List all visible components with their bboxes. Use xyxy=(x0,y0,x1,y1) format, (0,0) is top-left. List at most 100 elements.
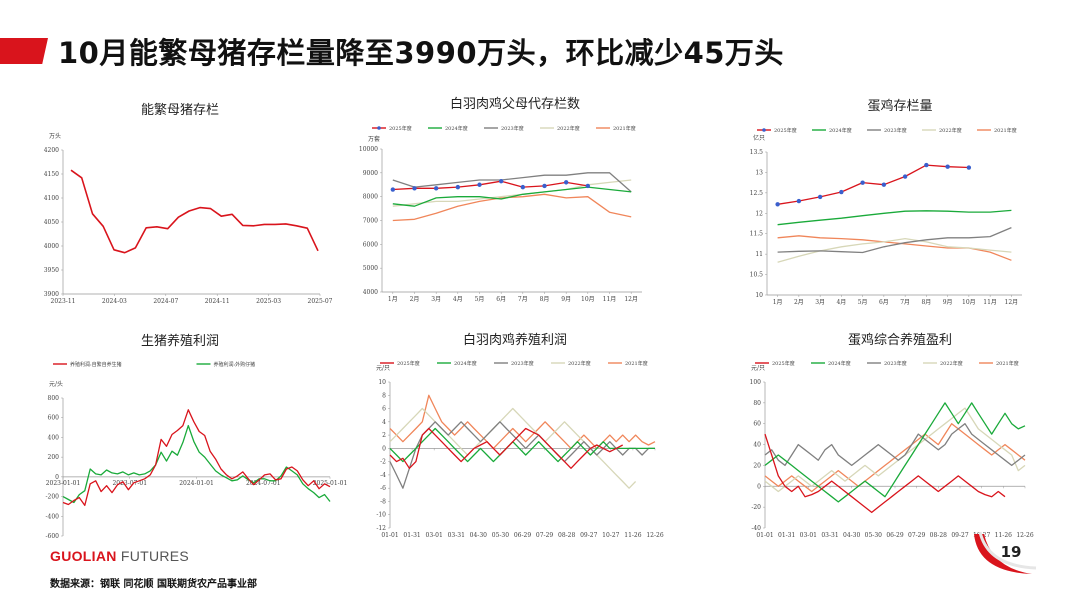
title-accent-bar xyxy=(0,38,48,64)
data-point xyxy=(966,165,972,170)
x-tick-label: 05-30 xyxy=(492,532,509,539)
legend-label: 2021年度 xyxy=(613,125,636,132)
y-tick-label: -200 xyxy=(46,494,60,501)
series-line xyxy=(389,394,656,450)
y-tick-label: -4 xyxy=(380,472,386,479)
x-tick-label: 3月 xyxy=(431,296,441,303)
company-logo: GUOLIAN FUTURES xyxy=(50,548,189,564)
y-tick-label: 20 xyxy=(753,462,761,469)
data-point xyxy=(477,182,482,187)
chart-broiler-profit: 白羽肉鸡养殖利润 元/只 -12 -10 -8 -6 -4 -2 0 2 4 6 8 10 01-01 01-… xyxy=(350,328,680,543)
x-tick-label: 01-31 xyxy=(778,532,795,539)
x-tick-label: 11月 xyxy=(603,296,617,303)
x-tick-label: 2023-07-01 xyxy=(112,480,147,487)
legend-label: 2021年度 xyxy=(996,360,1019,367)
data-point xyxy=(817,194,823,200)
y-tick-label: 4050 xyxy=(44,219,59,226)
series-line xyxy=(764,407,1026,493)
y-tick-label: 8 xyxy=(382,392,386,399)
y-tick-label: 3900 xyxy=(44,291,59,298)
data-point xyxy=(902,174,908,179)
x-tick-label: 4月 xyxy=(836,299,846,306)
x-tick-label: 4月 xyxy=(453,296,463,303)
x-tick-label: 08-28 xyxy=(558,532,575,539)
chart-layer-inventory: 蛋鸡存栏量 亿只 10 10.5 11 11.5 12 12.5 13 13.5 1月 2月 3月 4月 5… xyxy=(735,92,1065,312)
chart-hog-profit: 生猪养殖利润 元/头 -600 -400 -200 0 200 400 600 800 2023-0… xyxy=(20,328,348,543)
x-tick-label: 12月 xyxy=(1005,299,1019,306)
legend-label: 2025年度 xyxy=(772,360,795,367)
x-tick-label: 01-01 xyxy=(381,532,398,539)
y-tick-label: 60 xyxy=(753,421,761,428)
x-tick-label: 11月 xyxy=(983,299,997,306)
y-tick-label: 6 xyxy=(382,406,386,413)
y-tick-label: 4000 xyxy=(44,243,59,250)
x-tick-label: 03-01 xyxy=(426,532,443,539)
legend-label: 2021年度 xyxy=(994,127,1017,134)
x-tick-label: 3月 xyxy=(815,299,825,306)
series-line xyxy=(764,423,1026,467)
x-tick-label: 2月 xyxy=(410,296,420,303)
y-axis-unit: 元/只 xyxy=(376,365,390,372)
chart-layer-profit: 蛋鸡综合养殖盈利 元/只 -40 -20 0 20 40 60 80 100 01-01 01-31 0… xyxy=(735,328,1065,543)
x-tick-label: 1月 xyxy=(388,296,398,303)
legend-label: 2025年度 xyxy=(774,127,797,134)
x-tick-label: 07-29 xyxy=(908,532,925,539)
data-point xyxy=(839,189,844,195)
series-line xyxy=(389,421,655,489)
x-tick-label: 6月 xyxy=(496,296,506,303)
y-axis-unit: 万套 xyxy=(368,135,380,143)
x-tick-label: 9月 xyxy=(943,299,953,306)
y-tick-label: 40 xyxy=(753,442,761,449)
logo-suffix: FUTURES xyxy=(120,548,190,564)
y-tick-label: -12 xyxy=(376,525,386,532)
data-source-note: 数据来源：钢联 同花顺 国联期货农产品事业部 xyxy=(50,579,257,590)
legend-label: 2022年度 xyxy=(939,127,962,134)
legend-label: 2023年度 xyxy=(884,127,907,134)
y-tick-label: 0 xyxy=(382,445,386,452)
x-tick-label: 07-29 xyxy=(536,532,553,539)
data-point xyxy=(563,180,569,185)
legend-label: 2024年度 xyxy=(828,360,851,367)
legend-label: 2024年度 xyxy=(829,127,852,134)
legend-label: 2022年度 xyxy=(557,125,580,132)
x-tick-label: 06-29 xyxy=(886,532,903,539)
chart-title: 能繁母猪存栏 xyxy=(141,102,219,118)
series-line xyxy=(777,209,1012,226)
page-number: 19 xyxy=(1000,543,1022,561)
series-line xyxy=(70,169,319,254)
x-tick-label: 09-27 xyxy=(580,532,597,539)
data-point xyxy=(412,186,417,191)
x-tick-label: 2023-11 xyxy=(51,298,76,305)
data-point xyxy=(924,162,929,168)
y-axis-unit: 元/只 xyxy=(751,365,765,372)
data-point xyxy=(498,178,504,184)
x-tick-label: 7月 xyxy=(900,299,910,306)
x-tick-label: 03-31 xyxy=(448,532,465,539)
y-tick-label: 100 xyxy=(750,379,762,386)
legend-label: 2022年度 xyxy=(940,360,963,367)
series-line xyxy=(389,427,655,463)
y-tick-label: 10.5 xyxy=(750,272,764,279)
chart-broiler-breeder-inventory: 白羽肉鸡父母代存栏数 万套 4000 5000 6000 7000 8000 9000 1000… xyxy=(350,92,680,312)
x-tick-label: 04-30 xyxy=(470,532,487,539)
legend-label: 2025年度 xyxy=(397,360,420,367)
y-tick-label: 2 xyxy=(382,432,386,439)
legend-label: 2022年度 xyxy=(568,360,591,367)
y-tick-label: 8000 xyxy=(363,194,378,201)
x-tick-label: 6月 xyxy=(879,299,889,306)
y-tick-label: 4 xyxy=(382,419,386,426)
series-line xyxy=(777,227,1012,254)
y-tick-label: 3950 xyxy=(44,267,59,274)
data-point xyxy=(585,183,591,189)
chart-title: 白羽肉鸡父母代存栏数 xyxy=(450,96,580,112)
x-tick-label: 12-26 xyxy=(1016,532,1033,539)
x-tick-label: 12-26 xyxy=(646,532,663,539)
x-tick-label: 01-31 xyxy=(403,532,420,539)
series-line xyxy=(392,186,632,207)
logo-brand: GUOLIAN xyxy=(50,548,117,564)
data-point xyxy=(455,184,461,190)
data-point xyxy=(860,180,865,185)
